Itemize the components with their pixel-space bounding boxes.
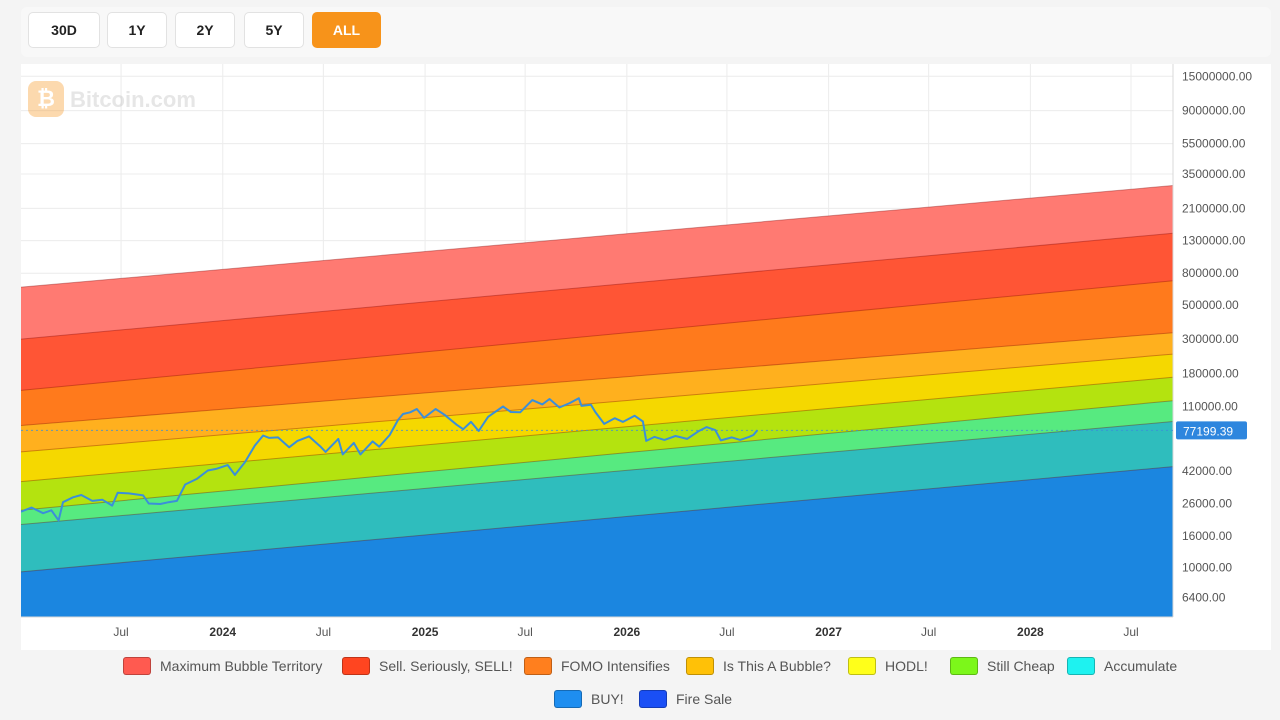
x-tick-label: Jul	[1123, 625, 1138, 639]
x-tick-label: 2028	[1017, 625, 1044, 639]
band-edge-is-this-a-bubble	[21, 332, 1174, 426]
y-tick-label: 5500000.00	[1182, 137, 1246, 151]
x-tick-label: Jul	[921, 625, 936, 639]
chart-legend: Maximum Bubble Territory Sell. Seriously…	[0, 650, 1280, 720]
legend-label: HODL!	[885, 658, 928, 674]
y-tick-label: 110000.00	[1182, 400, 1238, 414]
band-edge-fire-sale	[21, 466, 1174, 573]
legend-swatch	[1067, 657, 1095, 675]
legend-row-1: Maximum Bubble Territory Sell. Seriously…	[0, 652, 1280, 680]
band-edge-sell-seriously-sell	[21, 232, 1174, 340]
legend-swatch	[554, 690, 582, 708]
legend-row-2: BUY! Fire Sale	[0, 685, 1280, 713]
bitcoin-logo-icon: ₿	[28, 81, 64, 117]
y-tick-label: 1300000.00	[1182, 234, 1246, 248]
y-tick-label: 42000.00	[1182, 464, 1232, 478]
y-tick-label: 6400.00	[1182, 591, 1226, 605]
band-edge-buy	[21, 421, 1174, 526]
band-edge-hodl	[21, 353, 1174, 453]
legend-swatch	[686, 657, 714, 675]
y-tick-label: 26000.00	[1182, 496, 1232, 510]
y-tick-label: 3500000.00	[1182, 167, 1246, 181]
range-all-button[interactable]: ALL	[312, 12, 381, 48]
range-2y-button[interactable]: 2Y	[175, 12, 235, 48]
x-tick-label: 2025	[412, 625, 439, 639]
x-tick-label: 2027	[815, 625, 842, 639]
bitcoin-com-watermark: ₿ Bitcoin.com	[28, 81, 208, 119]
legend-label: Fire Sale	[676, 691, 733, 707]
y-tick-label: 300000.00	[1182, 332, 1239, 346]
last-price-label: 77199.39	[1183, 424, 1233, 438]
y-tick-label: 10000.00	[1182, 561, 1232, 575]
legend-swatch	[342, 657, 370, 675]
x-tick-label: Jul	[113, 625, 128, 639]
legend-label: Maximum Bubble Territory	[160, 658, 323, 674]
y-tick-label: 15000000.00	[1182, 69, 1252, 83]
legend-label: BUY!	[591, 691, 624, 707]
range-1y-button[interactable]: 1Y	[107, 12, 167, 48]
last-price-badge	[1176, 421, 1247, 440]
y-tick-label: 500000.00	[1182, 298, 1239, 312]
price-line	[21, 397, 759, 522]
watermark-text: Bitcoin.com	[70, 87, 196, 112]
range-5y-button[interactable]: 5Y	[244, 12, 304, 48]
range-30d-button[interactable]: 30D	[28, 12, 100, 48]
y-tick-label: 180000.00	[1182, 366, 1239, 380]
band-fire-sale	[21, 466, 1173, 617]
chart-canvas[interactable]: 15000000.00 9000000.00 5500000.00 3500000.0…	[21, 64, 1271, 654]
legend-swatch	[123, 657, 151, 675]
legend-label: Sell. Seriously, SELL!	[379, 658, 513, 674]
legend-swatch	[524, 657, 552, 675]
y-tick-label: 2100000.00	[1182, 201, 1246, 215]
band-edge-maximum-bubble-territory	[21, 185, 1174, 288]
range-toolbar: 30D 1Y 2Y 5Y ALL	[21, 7, 1271, 57]
band-edge-accumulate	[21, 400, 1174, 511]
x-tick-label: Jul	[517, 625, 532, 639]
x-tick-label: Jul	[316, 625, 331, 639]
band-edge-still-cheap	[21, 376, 1174, 483]
legend-label: Is This A Bubble?	[723, 658, 831, 674]
x-tick-label: 2024	[209, 625, 236, 639]
legend-label: Accumulate	[1104, 658, 1178, 674]
legend-swatch	[639, 690, 667, 708]
legend-label: Still Cheap	[987, 658, 1055, 674]
y-tick-label: 16000.00	[1182, 529, 1232, 543]
x-tick-label: Jul	[719, 625, 734, 639]
y-tick-label: 9000000.00	[1182, 104, 1246, 118]
rainbow-chart[interactable]: 15000000.00 9000000.00 5500000.00 3500000.0…	[21, 64, 1271, 654]
band-edge-fomo-intensifies	[21, 280, 1174, 391]
x-tick-label: 2026	[613, 625, 640, 639]
legend-swatch	[950, 657, 978, 675]
legend-swatch	[848, 657, 876, 675]
legend-label: FOMO Intensifies	[561, 658, 670, 674]
y-tick-label: 800000.00	[1182, 266, 1239, 280]
